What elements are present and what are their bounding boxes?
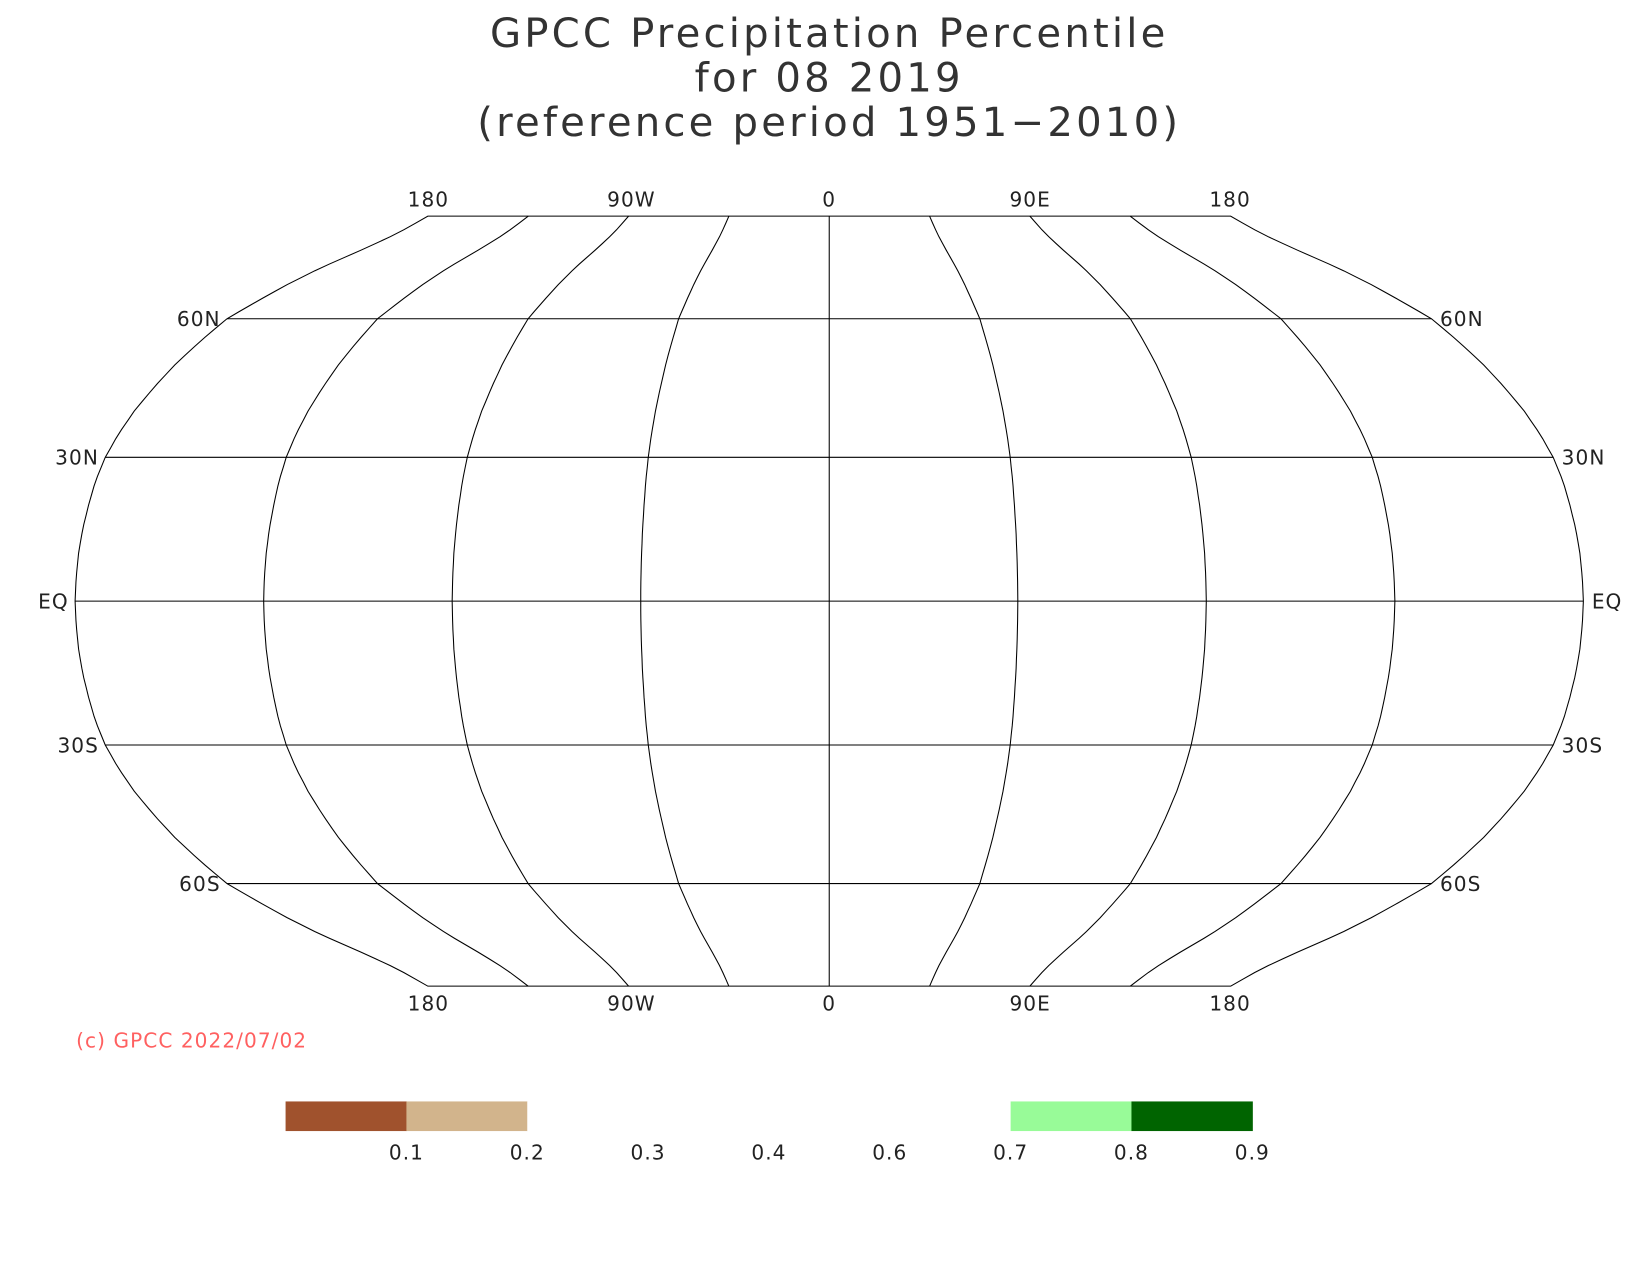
legend-tick-label: 0.8 bbox=[1114, 1141, 1149, 1165]
lon-label: 0 bbox=[822, 188, 836, 212]
lat-label: 30S bbox=[57, 733, 98, 757]
lon-label: 180 bbox=[1209, 991, 1251, 1015]
legend-tick-label: 0.7 bbox=[993, 1141, 1028, 1165]
map-boundary bbox=[74, 215, 1584, 987]
legend-swatch bbox=[285, 1101, 407, 1132]
legend-swatch bbox=[1010, 1101, 1132, 1132]
legend-swatch bbox=[1131, 1101, 1253, 1132]
legend-swatch bbox=[406, 1101, 528, 1132]
lat-label: 60S bbox=[1440, 872, 1481, 896]
title-line: for 08 2019 bbox=[695, 55, 964, 101]
map: 180 180 90W 90W 0 0 90E 90E 180 180 60N 60N 30N 30N EQ… bbox=[38, 188, 1623, 1016]
lat-label: 30N bbox=[55, 446, 99, 470]
lon-label: 0 bbox=[822, 991, 836, 1015]
lon-label: 90E bbox=[1009, 188, 1050, 212]
lon-label: 90W bbox=[607, 991, 656, 1015]
lon-label: 180 bbox=[408, 991, 450, 1015]
lon-label: 180 bbox=[1209, 188, 1251, 212]
credit: (c) GPCC 2022/07/02 bbox=[76, 1029, 307, 1053]
lat-label: EQ bbox=[38, 590, 69, 614]
lon-label: 180 bbox=[408, 188, 450, 212]
legend-swatch bbox=[889, 1101, 1012, 1132]
title-line: (reference period 1951−2010) bbox=[477, 100, 1181, 146]
lat-label: 60N bbox=[1440, 307, 1484, 331]
legend-swatch bbox=[527, 1101, 649, 1132]
legend-tick-label: 0.3 bbox=[631, 1141, 666, 1165]
lat-label: 30S bbox=[1562, 733, 1603, 757]
lat-label: EQ bbox=[1592, 590, 1623, 614]
legend-tick-label: 0.6 bbox=[872, 1141, 907, 1165]
legend-swatch bbox=[648, 1101, 770, 1132]
lon-label: 90E bbox=[1009, 991, 1050, 1015]
lat-label: 60S bbox=[179, 872, 220, 896]
legend-tick-label: 0.9 bbox=[1235, 1141, 1270, 1165]
legend-tick-label: 0.1 bbox=[389, 1141, 424, 1165]
legend-tick-label: 0.2 bbox=[510, 1141, 545, 1165]
lat-label: 30N bbox=[1562, 446, 1606, 470]
legend-tick-label: 0.4 bbox=[751, 1141, 786, 1165]
lat-label: 60N bbox=[177, 307, 221, 331]
legend-swatch bbox=[768, 1101, 891, 1132]
title-line: GPCC Precipitation Percentile bbox=[490, 11, 1169, 57]
legend: 0.1 0.2 0.3 0.4 0.6 0.7 0.8 0.9 bbox=[285, 1101, 1270, 1165]
lon-label: 90W bbox=[607, 188, 656, 212]
